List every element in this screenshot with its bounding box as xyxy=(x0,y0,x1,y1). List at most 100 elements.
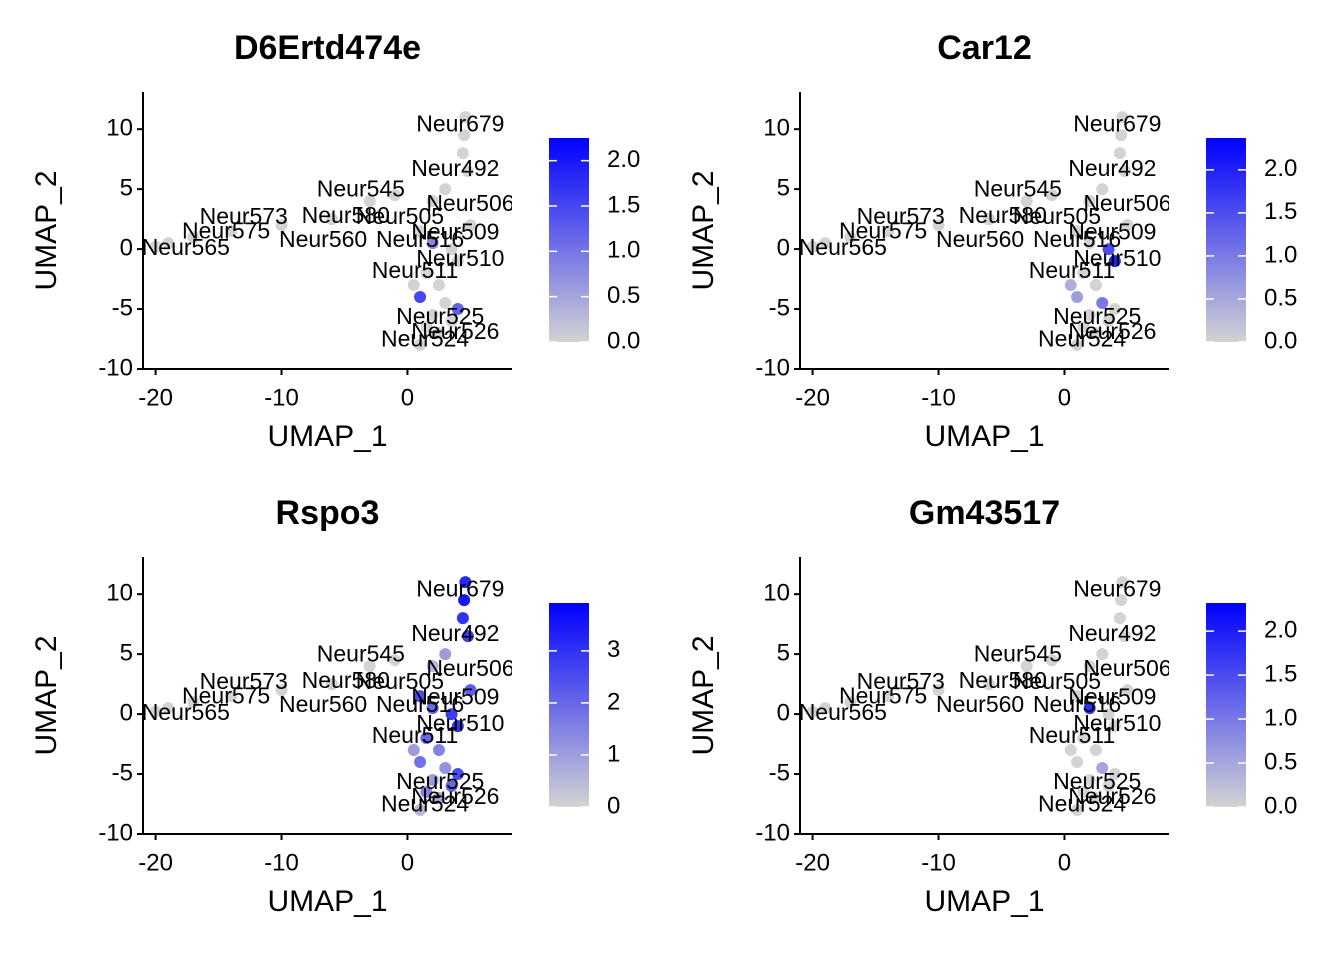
point xyxy=(1077,267,1090,280)
cluster-label: Neur526 xyxy=(411,783,499,809)
cluster-labels: Neur679Neur492Neur545Neur506Neur580Neur5… xyxy=(142,576,512,817)
point xyxy=(1083,702,1096,715)
point xyxy=(432,279,445,292)
point xyxy=(1071,339,1084,352)
y-tick-label: 5 xyxy=(777,174,790,201)
point xyxy=(1089,327,1102,340)
point xyxy=(1108,768,1121,781)
cluster-label: Neur573 xyxy=(857,203,945,229)
cluster-label: Neur679 xyxy=(1073,576,1161,602)
point xyxy=(162,702,175,715)
point xyxy=(1077,321,1090,334)
cluster-label: Neur516 xyxy=(1033,691,1121,717)
cluster-label: Neur492 xyxy=(411,155,499,181)
chart-title: Rspo3 xyxy=(276,494,380,532)
point xyxy=(1102,780,1115,793)
point xyxy=(882,690,895,703)
point xyxy=(1113,612,1126,625)
x-tick-label: -10 xyxy=(921,384,956,411)
x-axis-label: UMAP_1 xyxy=(267,420,387,453)
point xyxy=(432,792,445,805)
point xyxy=(439,297,452,310)
cluster-label: Neur492 xyxy=(1068,620,1156,646)
point xyxy=(1096,648,1109,661)
cluster-label: Neur510 xyxy=(416,245,504,271)
point xyxy=(325,213,338,226)
point xyxy=(1020,660,1033,673)
point xyxy=(456,147,469,160)
x-tick-label: 0 xyxy=(1058,384,1071,411)
point xyxy=(451,303,464,316)
y-tick-label: 0 xyxy=(777,234,790,261)
colorbar-tick-label: 0.5 xyxy=(607,282,640,309)
colorbar-tick-label: 2.0 xyxy=(1264,616,1297,643)
point xyxy=(414,804,427,817)
y-tick-label: 5 xyxy=(120,639,133,666)
point xyxy=(806,705,819,718)
point xyxy=(407,279,420,292)
cluster-label: Neur560 xyxy=(936,226,1024,252)
colorbar-tick-label: 2.0 xyxy=(1264,155,1297,182)
point xyxy=(187,696,200,709)
colorbar-tick-label: 1.5 xyxy=(1264,198,1297,225)
points xyxy=(149,111,477,352)
cluster-label: Neur679 xyxy=(1073,111,1161,137)
y-tick-label: -10 xyxy=(755,819,790,846)
point xyxy=(420,267,433,280)
cluster-label: Neur525 xyxy=(396,303,484,329)
cluster-label: Neur560 xyxy=(936,691,1024,717)
points xyxy=(149,576,477,817)
chart-title: Gm43517 xyxy=(909,494,1060,532)
cluster-label: Neur492 xyxy=(411,620,499,646)
cluster-label: Neur565 xyxy=(142,699,230,725)
cluster-label: Neur516 xyxy=(376,226,464,252)
point xyxy=(1116,111,1129,124)
point xyxy=(414,291,427,304)
cluster-label: Neur565 xyxy=(799,699,887,725)
point xyxy=(149,705,162,718)
cluster-label: Neur573 xyxy=(857,668,945,694)
y-tick-label: -5 xyxy=(769,294,790,321)
y-axis-label: UMAP_2 xyxy=(687,635,720,755)
cluster-label: Neur679 xyxy=(416,576,504,602)
point xyxy=(407,744,420,757)
point xyxy=(1118,165,1131,178)
point xyxy=(844,696,857,709)
colorbar-tick-label: 1.5 xyxy=(1264,660,1297,687)
point xyxy=(1071,804,1084,817)
point xyxy=(432,744,445,757)
point xyxy=(1113,147,1126,160)
point xyxy=(275,684,288,697)
point xyxy=(1071,690,1084,703)
point xyxy=(225,225,238,238)
y-tick-label: 10 xyxy=(106,580,133,607)
point xyxy=(1064,279,1077,292)
cluster-label: Neur509 xyxy=(411,219,499,245)
point xyxy=(819,237,832,250)
cluster-label: Neur526 xyxy=(1068,318,1156,344)
point xyxy=(1045,654,1058,667)
y-tick-label: -5 xyxy=(769,759,790,786)
cluster-label: Neur573 xyxy=(200,668,288,694)
point xyxy=(1083,237,1096,250)
point xyxy=(426,774,439,787)
cluster-label: Neur524 xyxy=(1038,325,1126,351)
colorbar-tick-label: 1.0 xyxy=(1264,241,1297,268)
point xyxy=(426,237,439,250)
point xyxy=(1108,720,1121,733)
cluster-label: Neur516 xyxy=(376,691,464,717)
y-tick-label: -10 xyxy=(98,819,133,846)
cluster-label: Neur575 xyxy=(839,217,927,243)
colorbar xyxy=(1206,138,1246,342)
colorbar-tick-label: 2 xyxy=(607,688,620,715)
point xyxy=(1116,576,1129,589)
y-tick-label: -5 xyxy=(112,759,133,786)
point xyxy=(1083,774,1096,787)
colorbar-tick-label: 1 xyxy=(607,740,620,767)
point xyxy=(1096,297,1109,310)
point xyxy=(1083,195,1096,208)
point xyxy=(432,327,445,340)
panel: Rspo3UMAP_1UMAP_2Neur679Neur492Neur545Ne… xyxy=(30,494,620,918)
colorbar-tick-label: 1.5 xyxy=(607,191,640,218)
cluster-label: Neur506 xyxy=(1083,190,1171,216)
